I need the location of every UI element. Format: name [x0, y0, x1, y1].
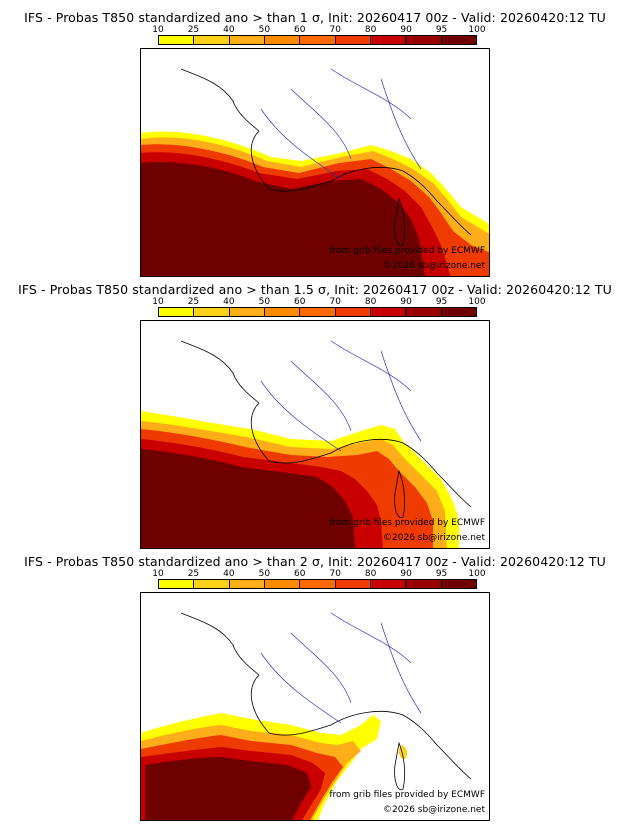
colorbar-segment [264, 36, 301, 44]
colorbar-segment [335, 580, 371, 588]
colorbar-tick-label: 25 [187, 569, 200, 579]
map-panel-2: IFS - Probas T850 standardized ano > tha… [0, 272, 630, 549]
map-graphic [141, 68, 489, 276]
probability-fill [141, 411, 459, 548]
probability-map: from grib files provided by ECMWF ©2026 … [140, 320, 490, 549]
map-graphic [141, 340, 472, 548]
data-credit: from grib files provided by ECMWF [329, 246, 485, 256]
colorbar-tick-label: 60 [294, 569, 306, 579]
colorbar-segment [229, 580, 265, 588]
colorbar-ticks: 10 25 40 50 60 70 80 90 95 100 [152, 25, 494, 36]
coastlines [180, 340, 472, 519]
colorbar-segment [264, 308, 301, 316]
colorbar-tick-label: 70 [329, 297, 341, 307]
colorbar-tick-label: 90 [400, 569, 412, 579]
colorbar-segment [370, 580, 407, 588]
colorbar-segment [194, 580, 230, 588]
colorbar-segment [159, 580, 195, 588]
probability-fill [141, 713, 408, 820]
colorbar-tick-label: 80 [364, 569, 377, 579]
colorbar-tick-label: 90 [400, 297, 412, 307]
colorbar-tick-label: 95 [435, 569, 448, 579]
colorbar-segment [159, 36, 195, 44]
colorbar-segment [194, 36, 230, 44]
probability-map: from grib files provided by ECMWF ©2026 … [140, 48, 490, 277]
map-panel-1: IFS - Probas T850 standardized ano > tha… [0, 0, 630, 277]
colorbar-segment [300, 36, 336, 44]
colorbar-segment [370, 36, 407, 44]
colorbar-tick-label: 90 [400, 25, 412, 35]
copyright: ©2026 sb@irizone.net [383, 533, 485, 543]
colorbar [158, 35, 477, 45]
rivers-borders [260, 68, 422, 180]
copyright: ©2026 sb@irizone.net [383, 805, 485, 815]
colorbar-segment [441, 308, 476, 316]
colorbar-ticks: 10 25 40 50 60 70 80 90 95 100 [152, 569, 494, 580]
colorbar-tick-label: 60 [294, 25, 306, 35]
colorbar-segment [406, 580, 442, 588]
panel-title: IFS - Probas T850 standardized ano > tha… [24, 554, 606, 569]
probability-fill [141, 131, 489, 276]
colorbar-segment [300, 308, 336, 316]
colorbar-tick-label: 70 [329, 569, 341, 579]
colorbar-tick-label: 40 [223, 297, 235, 307]
colorbar-tick-label: 100 [468, 297, 486, 307]
colorbar-tick-label: 25 [187, 25, 200, 35]
colorbar-segment [264, 580, 301, 588]
colorbar-tick-label: 50 [258, 25, 271, 35]
colorbar-tick-label: 10 [152, 569, 164, 579]
panel-title: IFS - Probas T850 standardized ano > tha… [18, 282, 612, 297]
probability-map: from grib files provided by ECMWF ©2026 … [140, 592, 490, 821]
map-graphic [141, 612, 472, 820]
rivers-borders [260, 340, 422, 452]
panel-title: IFS - Probas T850 standardized ano > tha… [24, 10, 606, 25]
rivers-borders [260, 612, 422, 724]
colorbar [158, 579, 477, 589]
colorbar-tick-label: 80 [364, 297, 377, 307]
map-panel-3: IFS - Probas T850 standardized ano > tha… [0, 544, 630, 821]
copyright: ©2026 sb@irizone.net [383, 261, 485, 271]
colorbar-segment [335, 308, 371, 316]
colorbar-segment [441, 36, 476, 44]
colorbar-tick-label: 25 [187, 297, 200, 307]
colorbar-tick-label: 100 [468, 25, 486, 35]
colorbar-tick-label: 40 [223, 25, 235, 35]
colorbar-segment [406, 308, 442, 316]
colorbar-tick-label: 10 [152, 25, 164, 35]
colorbar-tick-label: 50 [258, 569, 271, 579]
colorbar-tick-label: 10 [152, 297, 164, 307]
colorbar-ticks: 10 25 40 50 60 70 80 90 95 100 [152, 297, 494, 308]
colorbar-segment [335, 36, 371, 44]
colorbar-segment [370, 308, 407, 316]
colorbar-tick-label: 40 [223, 569, 235, 579]
colorbar-segment [159, 308, 195, 316]
colorbar-segment [441, 580, 476, 588]
colorbar-segment [194, 308, 230, 316]
colorbar-segment [229, 308, 265, 316]
colorbar-tick-label: 70 [329, 25, 341, 35]
data-credit: from grib files provided by ECMWF [329, 518, 485, 528]
colorbar-segment [229, 36, 265, 44]
colorbar-tick-label: 50 [258, 297, 271, 307]
colorbar [158, 307, 477, 317]
colorbar-segment [406, 36, 442, 44]
colorbar-segment [300, 580, 336, 588]
colorbar-tick-label: 80 [364, 25, 377, 35]
colorbar-tick-label: 95 [435, 25, 448, 35]
coastlines [180, 612, 472, 791]
coastlines [180, 68, 472, 247]
colorbar-tick-label: 95 [435, 297, 448, 307]
colorbar-tick-label: 100 [468, 569, 486, 579]
data-credit: from grib files provided by ECMWF [329, 790, 485, 800]
colorbar-tick-label: 60 [294, 297, 306, 307]
